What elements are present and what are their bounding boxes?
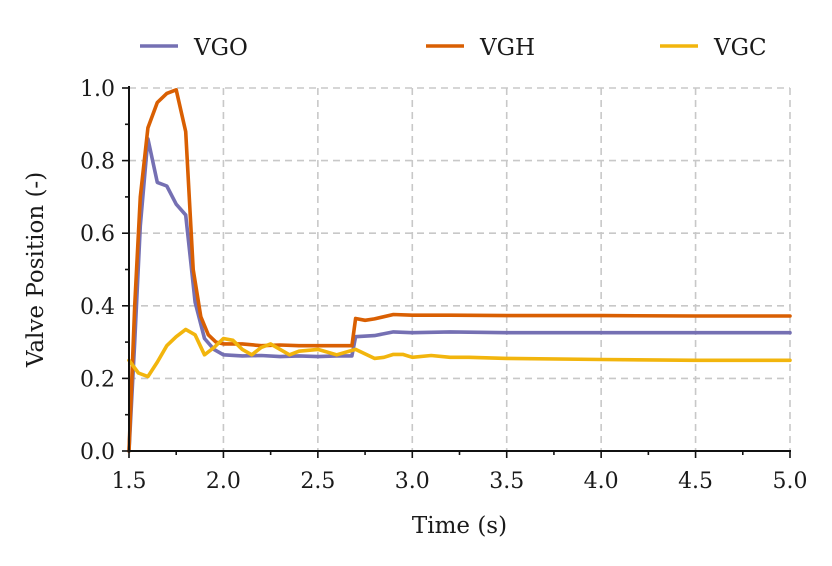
x-tick-label: 3.0 xyxy=(395,469,430,494)
y-axis-label: Valve Position (-) xyxy=(23,172,49,368)
y-tick-label: 0.6 xyxy=(80,222,115,247)
legend-label-vgc: VGC xyxy=(713,35,767,61)
x-tick-label: 2.0 xyxy=(206,469,241,494)
tick-labels: 1.5 2.0 2.5 3.0 3.5 4.0 4.5 5.0 0.0 0.2 0.4 0.6 0.8 1… xyxy=(80,77,808,494)
y-tick-label: 0.4 xyxy=(80,295,115,320)
legend-label-vgh: VGH xyxy=(479,35,535,61)
x-tick-label: 4.0 xyxy=(584,469,619,494)
x-tick-label: 2.5 xyxy=(300,469,335,494)
y-tick-label: 0.0 xyxy=(80,440,115,465)
x-tick-label: 1.5 xyxy=(112,469,147,494)
series-line-vgo xyxy=(127,137,792,453)
series-line-vgc xyxy=(127,327,792,379)
legend-label-vgo: VGO xyxy=(193,35,248,61)
grid xyxy=(129,87,791,451)
x-tick-label: 4.5 xyxy=(678,469,713,494)
series-lines xyxy=(127,88,792,453)
x-tick-label: 5.0 xyxy=(773,469,808,494)
y-tick-label: 1.0 xyxy=(80,77,115,102)
x-tick-label: 3.5 xyxy=(489,469,524,494)
y-tick-label: 0.2 xyxy=(80,367,115,392)
series-line-vgh xyxy=(127,88,792,453)
axes xyxy=(122,86,791,458)
y-tick-label: 0.8 xyxy=(80,150,115,175)
x-axis-label: Time (s) xyxy=(412,513,507,539)
legend: VGO VGH VGC xyxy=(140,35,767,61)
